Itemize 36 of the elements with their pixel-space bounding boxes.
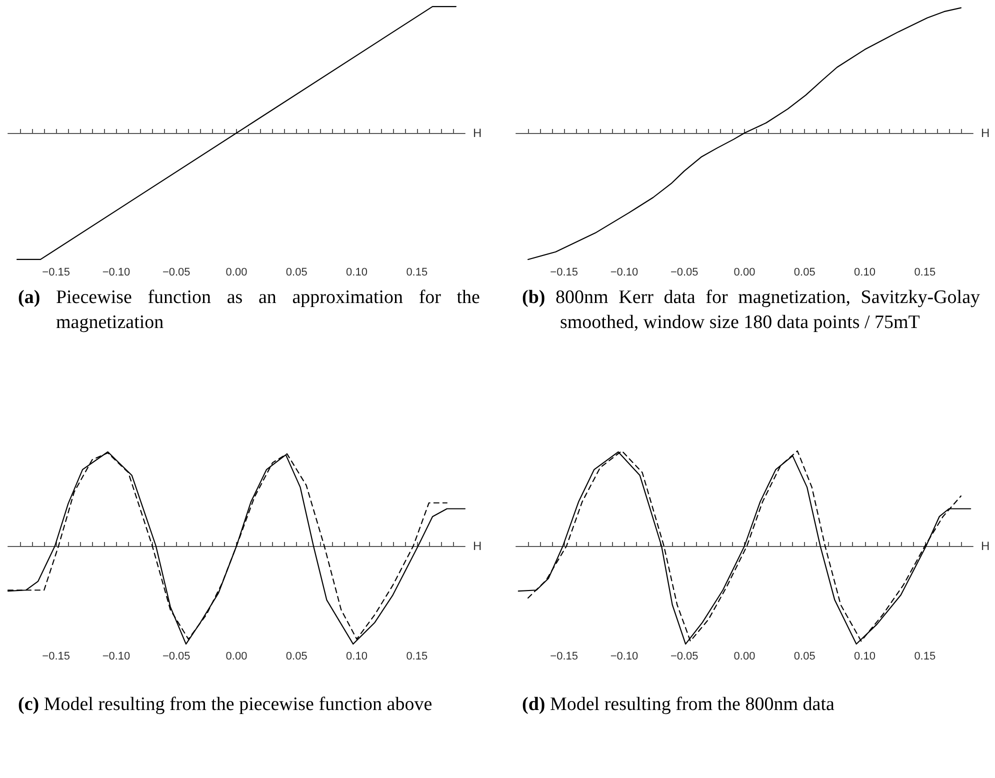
x-tick-label: 0.00 xyxy=(734,650,756,662)
x-tick-label: 0.15 xyxy=(914,266,936,278)
x-tick-label: 0.05 xyxy=(286,266,308,278)
text: (a) Piecewise function as an approximation for the magnetization xyxy=(18,286,480,335)
x-tick-label: 0.10 xyxy=(346,650,368,662)
x-tick-label: 0.10 xyxy=(346,266,368,278)
x-tick-label: −0.10 xyxy=(610,266,638,278)
x-tick-label: 0.15 xyxy=(406,650,428,662)
x-tick-label: −0.15 xyxy=(42,650,70,662)
x-tick-label: 0.00 xyxy=(226,650,248,662)
x-tick-label: −0.05 xyxy=(670,650,698,662)
x-tick-label: −0.15 xyxy=(42,266,70,278)
x-tick-label: −0.10 xyxy=(102,650,130,662)
x-tick-label: 0.00 xyxy=(226,266,248,278)
x-tick-label: −0.05 xyxy=(162,650,190,662)
x-tick-label: 0.05 xyxy=(794,266,816,278)
x-axis-title: H xyxy=(981,539,990,553)
x-tick-label: −0.10 xyxy=(610,650,638,662)
x-tick-label: 0.05 xyxy=(286,650,308,662)
x-tick-label: 0.15 xyxy=(406,266,428,278)
x-axis-title: H xyxy=(473,539,482,553)
x-tick-label: 0.00 xyxy=(734,266,756,278)
x-axis-title: H xyxy=(981,126,990,140)
x-axis-title: H xyxy=(473,126,482,140)
x-tick-label: −0.15 xyxy=(550,650,578,662)
x-tick-label: 0.15 xyxy=(914,650,936,662)
x-tick-label: −0.15 xyxy=(550,266,578,278)
x-tick-label: −0.10 xyxy=(102,266,130,278)
text: (c) Model resulting from the piecewise function above xyxy=(18,693,434,717)
x-tick-label: 0.10 xyxy=(854,650,876,662)
x-tick-label: −0.05 xyxy=(162,266,190,278)
x-tick-label: 0.05 xyxy=(794,650,816,662)
x-tick-label: −0.05 xyxy=(670,266,698,278)
text: (d) Model resulting from the 800nm data xyxy=(522,693,836,717)
text: (b) 800nm Kerr data for magnetization, Savitzky-Golay smoothed, window size 180 data points / 75mT xyxy=(522,286,980,335)
x-tick-label: 0.10 xyxy=(854,266,876,278)
